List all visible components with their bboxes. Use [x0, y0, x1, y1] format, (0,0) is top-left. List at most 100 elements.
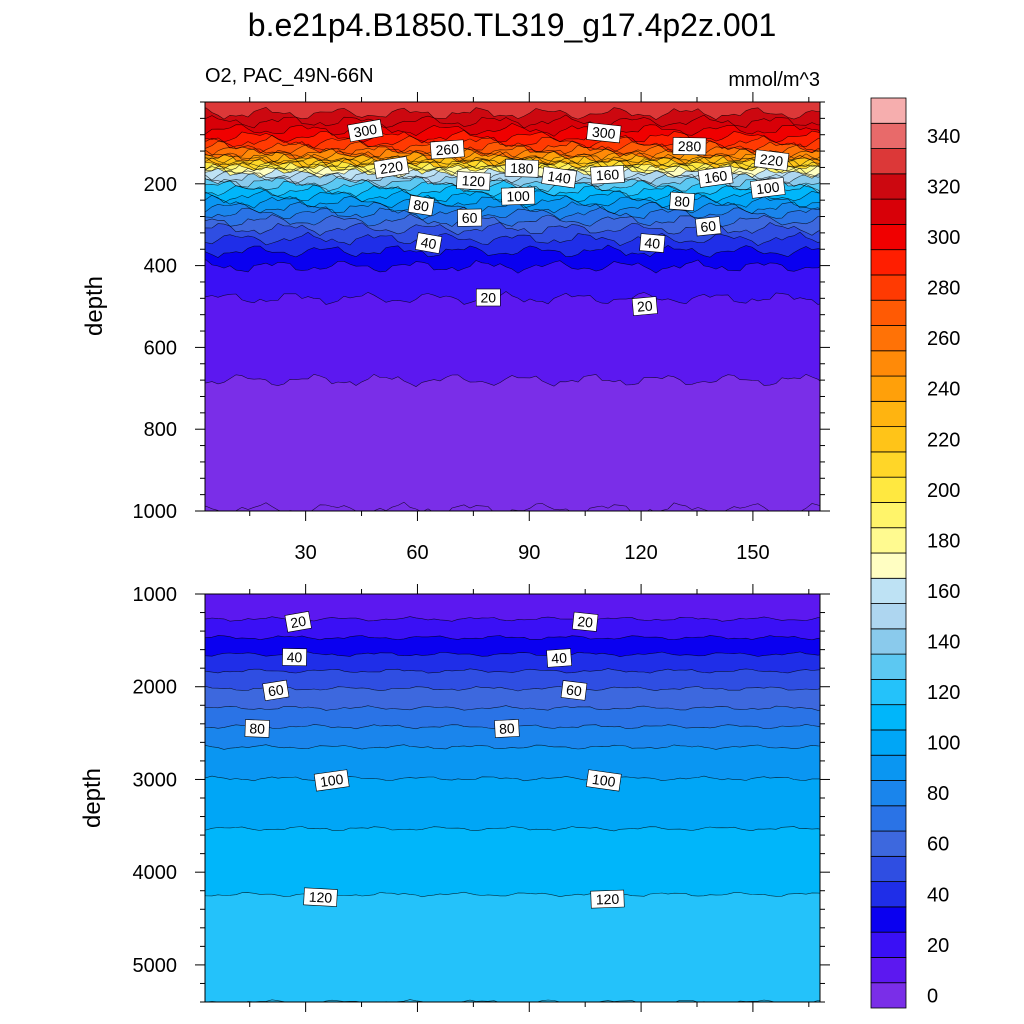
colorbar-tick-label: 20 — [927, 935, 949, 957]
contour-label-lower: 80 — [244, 719, 270, 738]
lower-y-axis-label: depth — [79, 768, 106, 828]
contour-label-box — [586, 122, 622, 144]
contour-label-text: 120 — [461, 172, 485, 189]
contour-label-upper: 300 — [586, 122, 622, 144]
contour-label-text: 60 — [267, 681, 285, 699]
contour-line-upper-260 — [205, 146, 820, 161]
contour-label-text: 300 — [352, 121, 378, 141]
contour-label-text: 140 — [546, 168, 572, 187]
upper-panel: 300 300 280 260 220 220 180 160 160 140 120 100 100 8… — [81, 92, 830, 564]
contour-label-box — [313, 769, 350, 792]
colorbar-tick-label: 180 — [927, 530, 960, 552]
colorbar-swatch-280 — [870, 274, 907, 301]
colorbar-swatch-330 — [870, 148, 907, 175]
contour-label-upper: 140 — [541, 166, 577, 189]
colorbar-swatch-290 — [870, 249, 907, 276]
contour-label-box — [244, 719, 270, 738]
contour-label-box — [546, 648, 572, 668]
contour-label-upper: 180 — [504, 158, 539, 178]
contour-label-lower: 60 — [262, 679, 290, 702]
colorbar-swatch-190 — [870, 502, 907, 529]
contour-label-box — [373, 156, 410, 179]
contour-label-box — [504, 158, 539, 178]
variable-label: O2, PAC_49N-66N — [205, 65, 374, 87]
x-tick-label: 30 — [295, 542, 317, 564]
contour-label-text: 100 — [591, 771, 617, 790]
contour-label-upper: 60 — [457, 208, 483, 227]
contour-label-box — [303, 887, 338, 907]
colorbar-tick-label: 140 — [927, 631, 960, 653]
contour-label-box — [639, 233, 666, 253]
contour-label-text: 180 — [510, 160, 534, 177]
contour-label-text: 260 — [435, 141, 460, 159]
colorbar-swatch-160 — [870, 577, 907, 604]
colorbar-swatch-60 — [870, 830, 907, 857]
colorbar-swatch-150 — [870, 603, 907, 630]
contour-label-text: 40 — [420, 234, 438, 252]
contour-line-upper-280 — [205, 140, 820, 154]
contour-line-upper-330 — [205, 106, 820, 120]
contour-line-upper-80 — [205, 206, 820, 221]
x-tick-label: 150 — [736, 542, 769, 564]
colorbar-swatch-210 — [870, 451, 907, 478]
contour-label-text: 120 — [308, 889, 332, 906]
contour-line-upper-0 — [205, 501, 820, 511]
contour-line-upper-10 — [205, 373, 820, 387]
y-tick-label: 400 — [144, 256, 177, 278]
contour-label-lower: 20 — [572, 611, 599, 632]
contour-line-upper-120 — [205, 184, 820, 198]
contour-label-text: 100 — [319, 771, 345, 790]
colorbar-swatch-130 — [870, 653, 907, 680]
colorbar-tick-label: 220 — [927, 429, 960, 451]
colorbar-swatch-320 — [870, 173, 907, 200]
contour-label-text: 80 — [499, 720, 516, 737]
contour-label-lower: 100 — [313, 769, 350, 792]
contour-label-box — [672, 137, 707, 156]
contour-line-upper-310 — [205, 122, 820, 137]
colorbar-swatch-80 — [870, 780, 907, 807]
contour-label-text: 80 — [674, 193, 691, 210]
colorbar-swatch-270 — [870, 299, 907, 326]
contour-line-lower-20 — [205, 635, 820, 641]
contour-label-upper: 80 — [669, 191, 695, 212]
contour-label-box — [585, 769, 622, 792]
colorbar-tick-label: 100 — [927, 733, 960, 755]
colorbar-tick-label: 60 — [927, 834, 949, 856]
contour-line-lower-40 — [205, 668, 820, 674]
contour-label-text: 220 — [759, 151, 784, 170]
colorbar-tick-label: 320 — [927, 176, 960, 198]
contour-label-box — [572, 611, 599, 632]
contour-label-text: 160 — [595, 166, 619, 183]
x-tick-label: 60 — [406, 542, 428, 564]
colorbar-tick-label: 280 — [927, 278, 960, 300]
contour-line-upper-290 — [205, 134, 820, 150]
colorbar-swatch-20 — [870, 931, 907, 958]
contour-label-box — [541, 166, 577, 189]
contour-line-lower-60 — [205, 705, 820, 711]
contour-line-upper-40 — [205, 244, 820, 258]
y-tick-label: 4000 — [133, 862, 178, 884]
colorbar-swatch-260 — [870, 325, 907, 352]
contour-label-text: 20 — [636, 297, 653, 314]
colorbar-swatch-120 — [870, 678, 907, 706]
contour-label-text: 100 — [506, 188, 530, 205]
colorbar-swatch-180 — [870, 527, 907, 554]
colorbar-swatch-30 — [870, 906, 907, 933]
colorbar-swatch-340 — [870, 122, 907, 149]
contour-label-lower: 60 — [560, 680, 588, 701]
contour-label-box — [590, 889, 625, 909]
upper-axes-ticks: 30 60 90 120 150 200 400 600 800 1000 — [133, 92, 830, 564]
contour-label-upper: 160 — [590, 165, 625, 185]
contour-label-text: 280 — [678, 138, 702, 154]
y-tick-label: 800 — [144, 419, 177, 441]
contour-label-box — [590, 165, 625, 185]
contour-label-lower: 120 — [590, 889, 625, 909]
contour-line-lower-80 — [205, 744, 820, 750]
y-tick-label: 5000 — [133, 955, 178, 977]
colorbar-swatch-40 — [870, 881, 907, 908]
x-tick-label: 120 — [624, 542, 657, 564]
colorbar-tick-label: 240 — [927, 379, 960, 401]
colorbar-swatch-220 — [870, 426, 907, 453]
upper-y-axis-label: depth — [81, 276, 108, 336]
contour-label-text: 80 — [249, 720, 265, 737]
